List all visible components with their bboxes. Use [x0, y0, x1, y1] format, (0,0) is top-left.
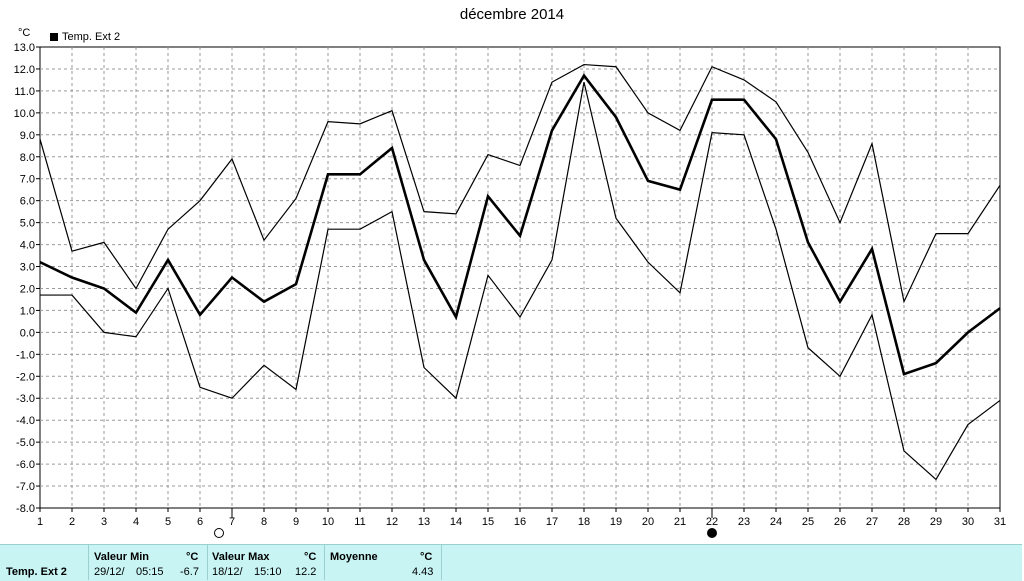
max-unit: °C — [304, 551, 316, 564]
x-tick-label: 4 — [133, 516, 139, 528]
x-tick-label: 31 — [994, 516, 1006, 528]
x-tick-label: 19 — [610, 516, 622, 528]
table-divider — [324, 545, 325, 580]
max-value: 12.2 — [295, 566, 316, 579]
x-tick-label: 21 — [674, 516, 686, 528]
x-tick-label: 23 — [738, 516, 750, 528]
y-tick-label: 5.0 — [20, 218, 35, 230]
table-divider — [441, 545, 442, 580]
min-date: 29/12/ — [94, 566, 125, 579]
y-tick-label: 6.0 — [20, 196, 35, 208]
x-tick-label: 9 — [293, 516, 299, 528]
x-tick-label: 10 — [322, 516, 334, 528]
x-tick-label: 16 — [514, 516, 526, 528]
x-tick-label: 5 — [165, 516, 171, 528]
x-tick-label: 29 — [930, 516, 942, 528]
x-tick-label: 25 — [802, 516, 814, 528]
x-tick-label: 17 — [546, 516, 558, 528]
y-tick-label: 7.0 — [20, 174, 35, 186]
y-tick-label: 9.0 — [20, 130, 35, 142]
mean-unit: °C — [420, 551, 432, 564]
mean-header: Moyenne — [330, 551, 378, 564]
new-moon-icon — [708, 529, 717, 538]
min-header: Valeur Min — [94, 551, 149, 564]
table-divider — [88, 545, 89, 580]
y-tick-label: -3.0 — [16, 393, 35, 405]
y-tick-label: 0.0 — [20, 327, 35, 339]
x-tick-label: 18 — [578, 516, 590, 528]
y-tick-label: -6.0 — [16, 459, 35, 471]
x-tick-label: 3 — [101, 516, 107, 528]
line-chart: 13.012.011.010.09.08.07.06.05.04.03.02.0… — [0, 0, 1024, 544]
y-tick-label: 1.0 — [20, 305, 35, 317]
x-tick-label: 26 — [834, 516, 846, 528]
x-tick-label: 14 — [450, 516, 462, 528]
full-moon-icon — [215, 529, 224, 538]
max-time: 15:10 — [254, 566, 282, 579]
y-tick-label: 12.0 — [14, 64, 35, 76]
y-tick-label: 4.0 — [20, 240, 35, 252]
x-tick-label: 1 — [37, 516, 43, 528]
x-tick-label: 30 — [962, 516, 974, 528]
y-tick-label: 13.0 — [14, 42, 35, 54]
x-tick-label: 6 — [197, 516, 203, 528]
y-tick-label: -8.0 — [16, 503, 35, 515]
x-tick-label: 20 — [642, 516, 654, 528]
y-tick-label: 8.0 — [20, 152, 35, 164]
y-tick-label: -1.0 — [16, 349, 35, 361]
x-tick-label: 28 — [898, 516, 910, 528]
max-date: 18/12/ — [212, 566, 243, 579]
x-tick-label: 27 — [866, 516, 878, 528]
x-tick-label: 15 — [482, 516, 494, 528]
min-unit: °C — [186, 551, 198, 564]
y-tick-label: -2.0 — [16, 371, 35, 383]
table-divider — [207, 545, 208, 580]
mean-value: 4.43 — [412, 566, 433, 579]
y-tick-label: -4.0 — [16, 415, 35, 427]
y-tick-label: -7.0 — [16, 481, 35, 493]
y-tick-label: -5.0 — [16, 437, 35, 449]
max-header: Valeur Max — [212, 551, 269, 564]
row-label: Temp. Ext 2 — [6, 566, 67, 579]
x-tick-label: 24 — [770, 516, 782, 528]
y-tick-label: 11.0 — [14, 86, 35, 98]
x-tick-label: 2 — [69, 516, 75, 528]
y-tick-label: 10.0 — [14, 108, 35, 120]
x-tick-label: 8 — [261, 516, 267, 528]
x-tick-label: 13 — [418, 516, 430, 528]
min-value: -6.7 — [180, 566, 199, 579]
y-tick-label: 2.0 — [20, 283, 35, 295]
min-time: 05:15 — [136, 566, 164, 579]
x-tick-label: 11 — [354, 516, 365, 528]
y-tick-label: 3.0 — [20, 262, 35, 274]
x-tick-label: 12 — [386, 516, 398, 528]
